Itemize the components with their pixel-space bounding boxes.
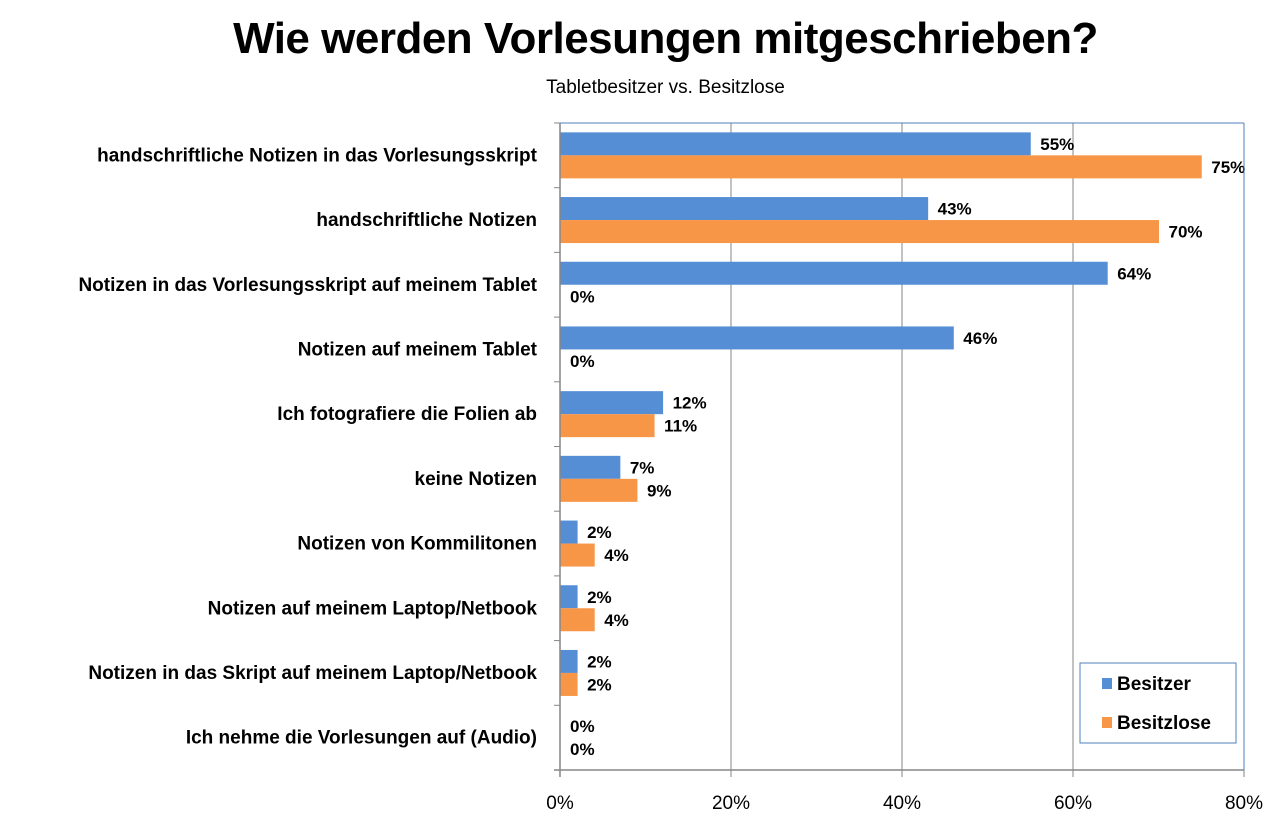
category-label: Notizen in das Vorlesungsskript auf mein… bbox=[78, 275, 537, 296]
data-label-besitzer: 43% bbox=[938, 200, 972, 219]
category-label: handschriftliche Notizen in das Vorlesun… bbox=[97, 145, 538, 166]
data-label-besitzer: 2% bbox=[587, 588, 612, 607]
data-labels: 55% 75% 43% 70% 64% 0% 46% 0% 12% 11% 7% 9% 2% 4% 2% 4%… bbox=[570, 135, 1245, 759]
data-label-besitzlose: 4% bbox=[604, 611, 629, 630]
bar-besitzer bbox=[560, 132, 1031, 156]
x-tick-label: 40% bbox=[883, 793, 921, 814]
bar-besitzer bbox=[560, 649, 578, 673]
legend-box bbox=[1079, 662, 1237, 744]
bar-besitzer bbox=[560, 520, 578, 544]
category-label: Notizen auf meinem Laptop/Netbook bbox=[208, 598, 538, 619]
data-label-besitzer: 55% bbox=[1040, 135, 1074, 154]
data-label-besitzlose: 0% bbox=[570, 740, 595, 759]
bar-besitzer bbox=[560, 585, 578, 609]
category-label: Notizen in das Skript auf meinem Laptop/… bbox=[88, 663, 537, 684]
legend-label-besitzer: Besitzer bbox=[1117, 674, 1192, 695]
data-label-besitzlose: 11% bbox=[664, 417, 697, 436]
x-tick-label: 20% bbox=[712, 793, 750, 814]
bar-besitzlose bbox=[560, 478, 638, 502]
data-label-besitzer: 46% bbox=[963, 329, 997, 348]
data-label-besitzer: 12% bbox=[673, 394, 707, 413]
bar-besitzlose bbox=[560, 220, 1159, 244]
data-label-besitzlose: 70% bbox=[1169, 223, 1203, 242]
bar-besitzlose bbox=[560, 672, 578, 696]
data-label-besitzlose: 0% bbox=[570, 352, 595, 371]
legend-swatch-besitzer bbox=[1102, 678, 1112, 689]
data-label-besitzer: 2% bbox=[587, 652, 612, 671]
category-label: keine Notizen bbox=[415, 469, 537, 490]
legend: Besitzer Besitzlose bbox=[1079, 662, 1237, 744]
bar-besitzlose bbox=[560, 608, 595, 632]
bar-besitzer bbox=[560, 326, 954, 350]
data-label-besitzer: 2% bbox=[587, 523, 612, 542]
bar-besitzer bbox=[560, 197, 929, 221]
legend-label-besitzlose: Besitzlose bbox=[1117, 713, 1211, 734]
category-label: handschriftliche Notizen bbox=[316, 210, 537, 231]
category-label: Notizen von Kommilitonen bbox=[297, 534, 537, 555]
bar-besitzlose bbox=[560, 155, 1202, 179]
data-label-besitzlose: 4% bbox=[604, 546, 629, 565]
legend-swatch-besitzlose bbox=[1102, 717, 1112, 728]
category-label: Ich nehme die Vorlesungen auf (Audio) bbox=[186, 728, 537, 749]
x-tick-label: 80% bbox=[1225, 793, 1263, 814]
chart-subtitle: Tabletbesitzer vs. Besitzlose bbox=[546, 77, 785, 98]
chart-title: Wie werden Vorlesungen mitgeschrieben? bbox=[233, 14, 1098, 63]
category-label: Notizen auf meinem Tablet bbox=[298, 339, 538, 360]
x-tick-label: 0% bbox=[546, 793, 574, 814]
bar-besitzer bbox=[560, 391, 664, 415]
data-label-besitzlose: 9% bbox=[647, 481, 672, 500]
data-label-besitzer: 7% bbox=[630, 458, 655, 477]
data-label-besitzer: 64% bbox=[1117, 264, 1151, 283]
data-label-besitzlose: 0% bbox=[570, 287, 595, 306]
bars bbox=[560, 132, 1202, 696]
bar-besitzlose bbox=[560, 543, 595, 567]
x-tick-label: 60% bbox=[1054, 793, 1092, 814]
axes: 0% 20% 40% 60% 80% handschriftliche Notizen i… bbox=[78, 122, 1263, 814]
data-label-besitzlose: 2% bbox=[587, 675, 612, 694]
category-label: Ich fotografiere die Folien ab bbox=[277, 404, 537, 425]
bar-besitzer bbox=[560, 261, 1108, 285]
data-label-besitzlose: 75% bbox=[1211, 158, 1245, 177]
bar-besitzlose bbox=[560, 414, 655, 438]
bar-besitzer bbox=[560, 455, 621, 479]
data-label-besitzer: 0% bbox=[570, 717, 595, 736]
